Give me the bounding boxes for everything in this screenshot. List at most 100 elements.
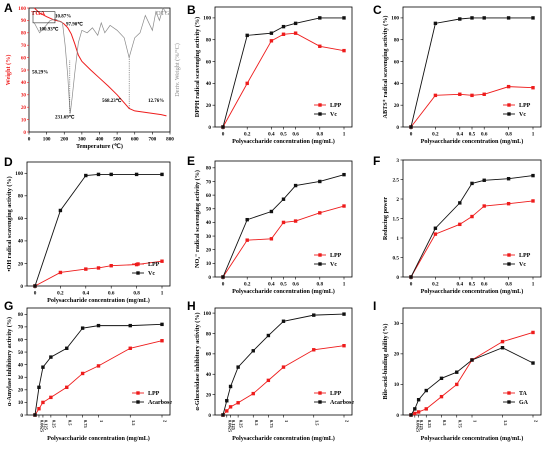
y-tick-label: 60: [18, 216, 24, 222]
data-point-acarbose: [160, 322, 164, 327]
data-point-vc: [245, 217, 249, 222]
data-point-lpp: [293, 31, 298, 35]
x-tick-label: 0.25: [51, 420, 56, 428]
legend-marker: [318, 400, 322, 404]
x-tick-label: 0.0625: [227, 420, 232, 433]
series-line-tga: [33, 7, 167, 117]
data-point-vc: [160, 172, 164, 177]
x-tick-label: 1.5: [314, 420, 319, 426]
x-axis-title: Polysaccharide concentration (mg/mL): [232, 435, 335, 442]
series-line-ta: [410, 332, 534, 416]
y-tick-label: 20: [206, 392, 212, 398]
data-point-vc: [482, 178, 486, 182]
data-point-ga: [470, 358, 474, 362]
legend-marker: [136, 391, 140, 395]
x-axis-title: Polysaccharide concentration (mg/mL): [47, 297, 150, 304]
x-axis-title: Temperature (℃): [76, 143, 123, 150]
legend-marker: [136, 400, 140, 404]
x-axis-title: Polysaccharide concentration (mg/mL): [421, 288, 524, 295]
data-point-ga: [531, 361, 535, 365]
y-tick-label: 40: [18, 239, 24, 245]
data-point-lpp: [506, 84, 511, 89]
series-line-vc: [222, 174, 345, 278]
y-tick-label: 0: [23, 130, 26, 136]
legend-label: LPP: [330, 391, 342, 397]
data-point-ga: [455, 370, 459, 374]
y-tick-label: 40: [18, 362, 24, 368]
y-tick-label: 2.5: [393, 177, 400, 183]
data-point-lpp: [312, 348, 316, 352]
y-axis-title: α-Amylase inhibitory activity (%): [6, 317, 13, 406]
y-tick-label: 0: [396, 413, 399, 419]
x-tick-label: 0.75: [269, 420, 274, 428]
x-tick-label: 0.4: [457, 132, 464, 138]
x-tick-label: 200: [60, 137, 68, 143]
legend-label: Vc: [519, 262, 526, 268]
legend-marker: [318, 262, 322, 266]
panel-d: D 0 20 40 60 80 100 0 0.2 0.4 0.6 0.8 1 Polysaccharid…: [4, 155, 171, 304]
y-tick-label: 10: [206, 261, 212, 267]
data-point-lpp: [49, 395, 53, 400]
data-point-lpp: [318, 211, 322, 215]
y-tick-label: 50: [21, 68, 27, 74]
y-tick-label: 60: [206, 352, 212, 358]
y-tick-label: 80: [18, 312, 24, 318]
data-point-lpp: [458, 92, 462, 96]
y-tick-label: 30: [206, 234, 212, 240]
x-tick-label: 0.2: [244, 132, 251, 138]
data-point-lpp: [269, 39, 274, 43]
data-point-vc: [221, 275, 225, 279]
data-point-ta: [413, 411, 417, 416]
x-axis-title: Polysaccharide concentration (mg/mL): [421, 435, 524, 442]
data-point-ta: [424, 407, 428, 411]
x-tick-label: 0.8: [317, 282, 324, 288]
x-tick-label: 2: [534, 420, 539, 422]
y-tick-label: 2: [396, 197, 399, 203]
y-tick-label: 40: [394, 81, 400, 87]
data-point-lpp: [506, 201, 511, 206]
data-point-acarbose: [80, 326, 85, 330]
x-tick-label: 2: [345, 420, 350, 422]
data-point-lpp: [84, 267, 88, 271]
x-tick-label: 0.25: [239, 420, 244, 428]
x-tick-label: 0.5: [67, 420, 72, 426]
x-tick-label: 0.25: [427, 420, 432, 428]
data-point-vc: [506, 16, 511, 20]
data-point-lpp: [482, 92, 486, 96]
x-tick-label: 0.6: [481, 282, 488, 288]
data-point-vc: [281, 197, 286, 201]
data-point-vc: [58, 208, 63, 213]
series-line-acarbose: [34, 323, 163, 416]
data-point-vc: [318, 179, 322, 184]
x-tick-label: 100: [43, 137, 51, 143]
data-point-lpp: [245, 81, 249, 86]
panel-label: H: [187, 299, 196, 313]
series-line-lpp: [222, 205, 345, 278]
legend-label: LPP: [330, 253, 342, 259]
x-axis-title: Polysaccharide concentration (mg/mL): [47, 435, 150, 442]
data-point-vc: [409, 125, 413, 129]
x-tick-label: 2: [163, 420, 168, 422]
x-tick-label: 0.4: [268, 282, 275, 288]
x-tick-label: 0.2: [57, 291, 64, 297]
y2-axis-title: Deriv. Weight (%/°C): [174, 43, 181, 97]
y-tick-label: 20: [18, 261, 24, 267]
y-tick-label: 10: [18, 400, 24, 406]
y-axis-title: •OH radical scavenging activity (%): [6, 176, 13, 271]
x-tick-label: 500: [113, 137, 121, 143]
legend-label: Acarbose: [330, 400, 354, 406]
legend-marker: [507, 262, 511, 266]
panel-label: B: [187, 3, 196, 17]
x-tick-label: 0: [222, 282, 225, 288]
data-point-ta: [416, 410, 421, 414]
y-tick-label: 20: [206, 103, 212, 109]
panel-label: A: [4, 1, 13, 15]
x-tick-label: 1: [343, 282, 346, 288]
data-point-vc: [318, 16, 322, 20]
series-line-lpp: [410, 200, 534, 278]
x-tick-label: 0.0625: [415, 420, 420, 433]
x-tick-label: 0.6: [292, 132, 299, 138]
legend-dtg: DTG: [156, 10, 170, 17]
legend-marker: [318, 112, 322, 116]
